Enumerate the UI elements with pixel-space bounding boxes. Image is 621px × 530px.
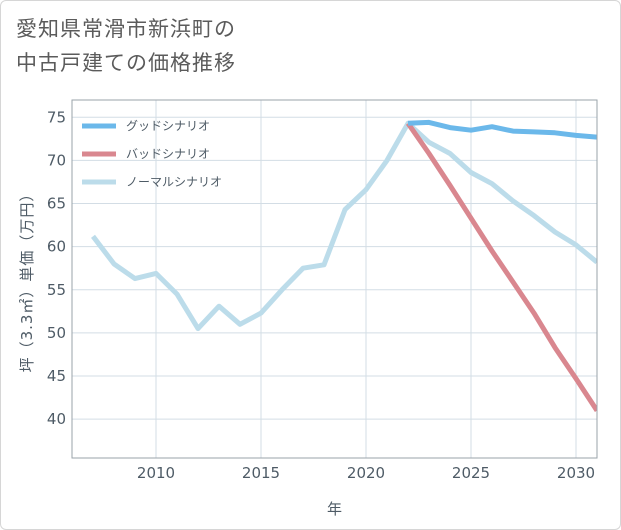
- x-tick-label: 2015: [242, 464, 280, 482]
- x-axis-title: 年: [327, 500, 342, 518]
- x-tick-label: 2020: [347, 464, 385, 482]
- y-axis-title: 坪（3.3㎡）単価（万円）: [18, 186, 36, 373]
- series-lines: [91, 119, 597, 412]
- y-tick-label: 70: [47, 151, 66, 169]
- y-tick-label: 45: [47, 367, 66, 385]
- y-tick-label: 55: [47, 281, 66, 299]
- grid-lines: [72, 100, 597, 458]
- y-tick-label: 40: [47, 410, 66, 428]
- axes: 40 45 50 55 60 65 70 75 2010 2015 2020 2025 2030 年 坪（3…: [18, 99, 598, 518]
- legend-label: ノーマルシナリオ: [126, 175, 222, 189]
- chart-title: 愛知県常滑市新浜町の 中古戸建ての価格推移: [16, 17, 236, 75]
- plot-frame: [71, 99, 598, 459]
- x-tick-label: 2030: [557, 464, 595, 482]
- y-tick-label: 60: [47, 238, 66, 256]
- legend-label: グッドシナリオ: [126, 119, 210, 133]
- series-line-2: [405, 121, 597, 412]
- legend-label: バッドシナリオ: [126, 147, 210, 161]
- x-tick-label: 2010: [137, 464, 175, 482]
- y-tick-label: 50: [47, 324, 66, 342]
- y-tick-label: 65: [47, 195, 66, 213]
- y-tick-label: 75: [47, 108, 66, 126]
- series-line-1: [407, 119, 597, 140]
- series-line-3: [91, 120, 597, 332]
- x-tick-label: 2025: [452, 464, 490, 482]
